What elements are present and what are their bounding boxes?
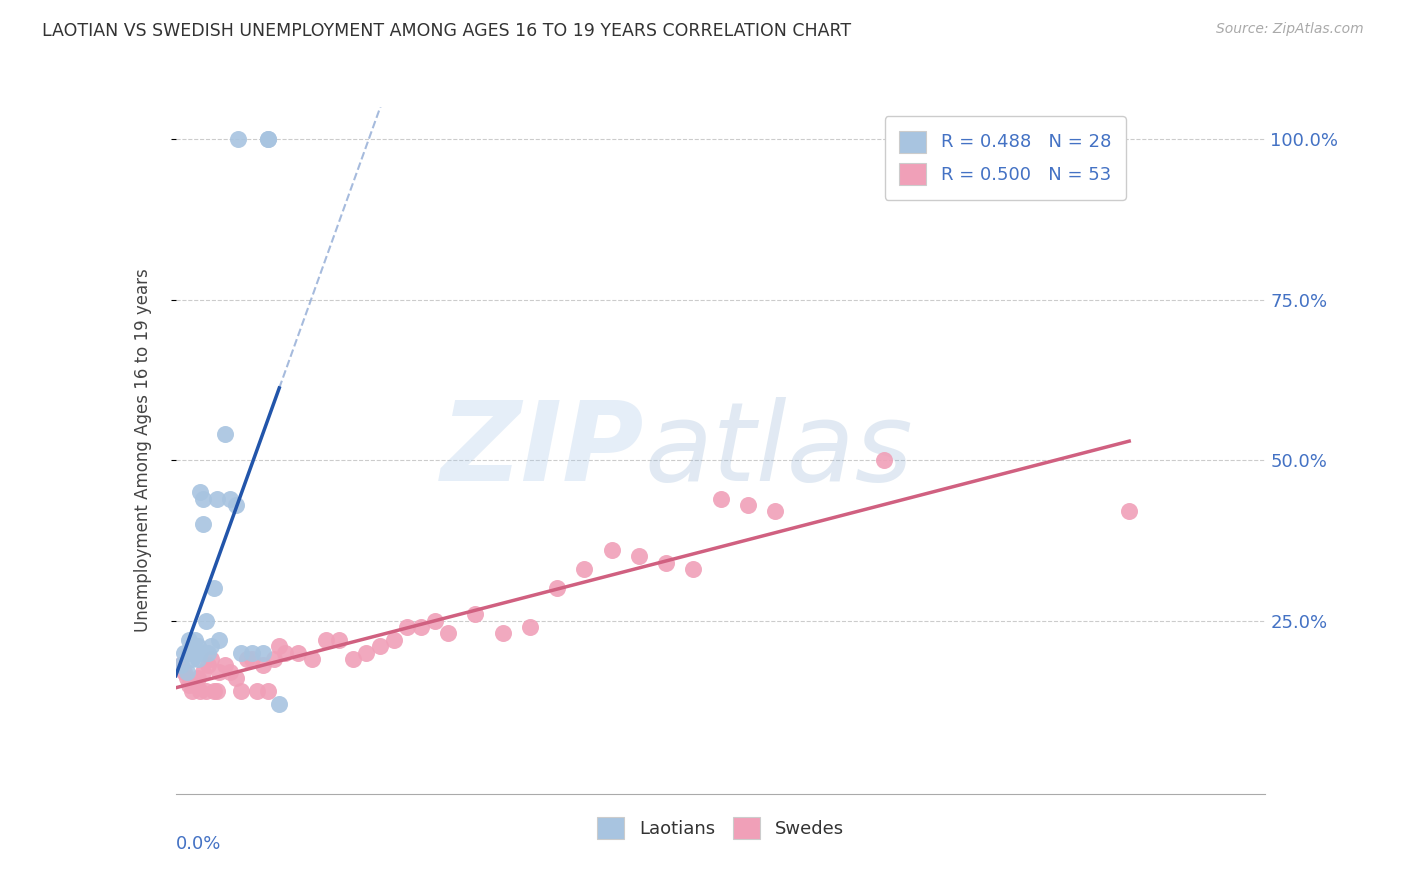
- Point: [252, 646, 274, 660]
- Point: [181, 639, 204, 653]
- Point: [873, 453, 896, 467]
- Point: [200, 652, 222, 666]
- Point: [269, 639, 291, 653]
- Point: [682, 562, 704, 576]
- Point: [186, 671, 209, 685]
- Text: ZIP: ZIP: [441, 397, 644, 504]
- Point: [219, 665, 242, 679]
- Point: [225, 498, 247, 512]
- Point: [173, 665, 195, 679]
- Point: [184, 678, 207, 692]
- Point: [710, 491, 733, 506]
- Point: [263, 652, 285, 666]
- Point: [194, 684, 217, 698]
- Point: [197, 646, 219, 660]
- Point: [519, 620, 541, 634]
- Point: [202, 684, 225, 698]
- Point: [231, 646, 253, 660]
- Point: [205, 684, 228, 698]
- Point: [287, 646, 309, 660]
- Point: [181, 652, 204, 666]
- Point: [546, 582, 568, 596]
- Point: [382, 632, 405, 647]
- Point: [269, 697, 291, 711]
- Point: [208, 665, 231, 679]
- Point: [170, 658, 193, 673]
- Point: [252, 658, 274, 673]
- Point: [214, 427, 236, 442]
- Text: atlas: atlas: [644, 397, 912, 504]
- Point: [246, 684, 269, 698]
- Point: [219, 491, 242, 506]
- Point: [173, 646, 195, 660]
- Point: [492, 626, 515, 640]
- Point: [737, 498, 759, 512]
- Text: 0.0%: 0.0%: [176, 835, 221, 853]
- Point: [225, 671, 247, 685]
- Point: [235, 652, 257, 666]
- Point: [231, 684, 253, 698]
- Point: [464, 607, 486, 622]
- Point: [1118, 504, 1140, 518]
- Point: [574, 562, 596, 576]
- Point: [202, 582, 225, 596]
- Point: [188, 684, 211, 698]
- Point: [179, 632, 201, 647]
- Point: [423, 614, 446, 628]
- Point: [240, 646, 263, 660]
- Point: [176, 671, 198, 685]
- Point: [655, 556, 678, 570]
- Point: [186, 639, 209, 653]
- Point: [396, 620, 419, 634]
- Point: [274, 646, 297, 660]
- Point: [181, 684, 204, 698]
- Point: [191, 665, 214, 679]
- Legend: Laotians, Swedes: Laotians, Swedes: [591, 810, 851, 847]
- Point: [205, 491, 228, 506]
- Point: [188, 646, 211, 660]
- Point: [301, 652, 323, 666]
- Point: [184, 646, 207, 660]
- Text: Source: ZipAtlas.com: Source: ZipAtlas.com: [1216, 22, 1364, 37]
- Point: [200, 639, 222, 653]
- Point: [197, 658, 219, 673]
- Point: [315, 632, 337, 647]
- Point: [191, 517, 214, 532]
- Point: [228, 132, 250, 146]
- Point: [328, 632, 350, 647]
- Text: LAOTIAN VS SWEDISH UNEMPLOYMENT AMONG AGES 16 TO 19 YEARS CORRELATION CHART: LAOTIAN VS SWEDISH UNEMPLOYMENT AMONG AG…: [42, 22, 851, 40]
- Point: [170, 658, 193, 673]
- Point: [188, 485, 211, 500]
- Point: [176, 665, 198, 679]
- Point: [342, 652, 364, 666]
- Point: [257, 132, 280, 146]
- Point: [179, 678, 201, 692]
- Point: [437, 626, 460, 640]
- Point: [257, 684, 280, 698]
- Point: [600, 543, 623, 558]
- Point: [409, 620, 432, 634]
- Point: [356, 646, 378, 660]
- Point: [194, 614, 217, 628]
- Point: [214, 658, 236, 673]
- Point: [368, 639, 391, 653]
- Point: [627, 549, 650, 564]
- Y-axis label: Unemployment Among Ages 16 to 19 years: Unemployment Among Ages 16 to 19 years: [134, 268, 152, 632]
- Point: [257, 132, 280, 146]
- Point: [179, 646, 201, 660]
- Point: [191, 491, 214, 506]
- Point: [763, 504, 786, 518]
- Point: [208, 632, 231, 647]
- Point: [184, 632, 207, 647]
- Point: [240, 652, 263, 666]
- Point: [186, 652, 209, 666]
